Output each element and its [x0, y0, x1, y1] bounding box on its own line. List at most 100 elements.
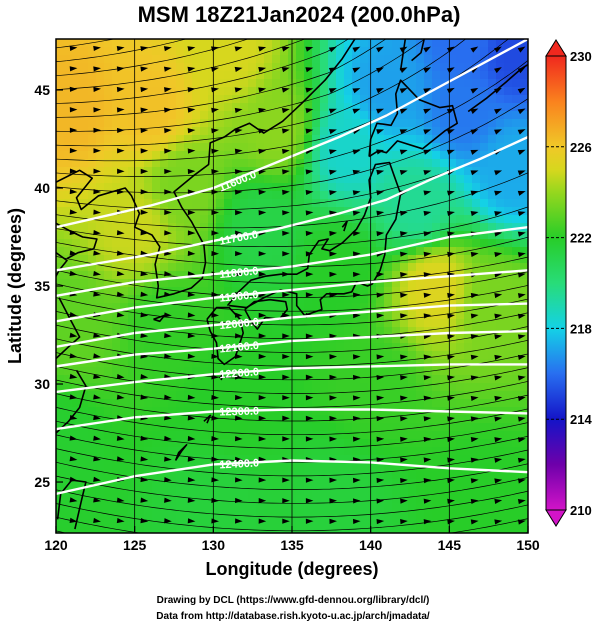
wind-arrow — [446, 67, 455, 74]
wind-arrow — [329, 518, 337, 524]
wind-arrow — [234, 46, 243, 52]
wind-arrow — [164, 497, 172, 503]
wind-arrow — [329, 477, 337, 483]
wind-arrow — [117, 189, 125, 195]
wind-arrow — [116, 45, 125, 52]
wind-arrow — [282, 271, 290, 277]
wind-arrow — [116, 86, 125, 93]
wind-arrow — [446, 108, 455, 114]
wind-arrow — [423, 87, 432, 94]
colorbar-tick-label: 218 — [570, 321, 592, 336]
wind-arrow — [446, 87, 455, 94]
wind-arrow — [470, 313, 479, 319]
wind-arrow — [400, 498, 408, 504]
contour-label: 12200.0 — [219, 366, 260, 381]
streamline — [56, 39, 467, 147]
wind-arrow — [93, 209, 101, 215]
wind-arrow — [234, 415, 243, 421]
wind-arrow — [352, 108, 361, 114]
wind-arrow — [187, 435, 196, 442]
wind-arrow — [164, 87, 172, 93]
wind-arrow — [352, 436, 361, 442]
wind-arrow — [305, 292, 314, 298]
wind-arrow — [258, 477, 267, 483]
wind-arrow — [305, 333, 314, 339]
wind-arrow — [328, 67, 337, 73]
wind-arrow — [494, 252, 503, 258]
wind-arrow — [116, 230, 125, 236]
wind-arrow — [517, 519, 526, 525]
wind-arrow — [164, 518, 172, 524]
wind-arrow — [164, 230, 172, 236]
wind-arrow — [328, 46, 337, 53]
wind-arrow — [352, 88, 361, 94]
wind-arrow — [517, 211, 526, 217]
credit-line-1: Drawing by DCL (https://www.gfd-dennou.o… — [157, 595, 430, 606]
wind-arrow — [494, 498, 503, 505]
wind-arrow — [163, 46, 172, 52]
wind-arrow — [164, 148, 172, 154]
wind-arrow — [400, 395, 408, 401]
x-tick-label: 135 — [280, 537, 304, 553]
wind-arrow — [187, 333, 196, 339]
wind-arrow — [399, 46, 408, 53]
wind-arrow — [187, 87, 196, 93]
wind-arrow — [494, 416, 503, 422]
wind-arrow — [305, 415, 314, 421]
streamline — [56, 39, 306, 90]
wind-arrow — [116, 250, 125, 256]
wind-arrow — [376, 457, 385, 463]
wind-arrow — [187, 291, 196, 298]
wind-arrow — [116, 497, 125, 503]
wind-arrow — [470, 129, 479, 135]
wind-arrow — [470, 46, 479, 53]
wind-arrow — [69, 209, 78, 215]
wind-arrow — [400, 251, 408, 257]
wind-arrow — [494, 170, 503, 176]
coastline-segment — [411, 39, 425, 62]
wind-arrow — [69, 414, 78, 421]
wind-arrow — [187, 353, 196, 359]
wind-arrow — [69, 312, 78, 318]
x-tick-label: 120 — [44, 537, 68, 553]
wind-arrow — [470, 251, 479, 258]
y-axis-ticks: 25 30 35 40 45 — [34, 82, 63, 490]
wind-arrow — [235, 230, 243, 236]
wind-arrow — [235, 210, 243, 216]
wind-arrow — [423, 457, 432, 463]
colorbar-tick-label: 210 — [570, 503, 592, 518]
wind-arrow — [164, 477, 172, 483]
wind-arrow — [93, 497, 101, 503]
wind-arrow — [376, 210, 385, 216]
wind-arrow — [69, 148, 78, 154]
wind-arrow — [116, 107, 125, 113]
wind-arrow — [376, 231, 385, 237]
wind-arrow — [376, 292, 385, 298]
wind-arrow — [423, 67, 432, 74]
wind-arrow — [93, 66, 101, 72]
wind-arrow — [140, 312, 149, 318]
wind-arrow — [93, 373, 101, 380]
wind-arrow — [69, 127, 78, 133]
wind-arrow — [164, 312, 172, 318]
wind-arrow — [352, 149, 361, 155]
wind-arrow — [376, 395, 385, 401]
wind-arrow — [282, 353, 290, 360]
wind-arrow — [517, 272, 526, 278]
wind-arrow — [470, 149, 479, 155]
wind-arrow — [329, 333, 337, 339]
wind-arrow — [423, 272, 432, 278]
wind-arrow — [376, 129, 385, 135]
wind-arrow — [282, 189, 290, 195]
wind-arrow — [494, 354, 503, 360]
wind-arrow — [376, 477, 385, 484]
contour-line — [56, 135, 528, 272]
wind-arrow — [164, 415, 172, 421]
wind-arrow — [305, 354, 314, 360]
y-tick-label: 35 — [34, 278, 50, 294]
wind-arrow — [93, 86, 101, 92]
wind-arrow — [140, 86, 149, 93]
wind-arrow — [376, 436, 385, 442]
wind-arrow — [116, 435, 125, 441]
wind-arrow — [140, 374, 149, 380]
